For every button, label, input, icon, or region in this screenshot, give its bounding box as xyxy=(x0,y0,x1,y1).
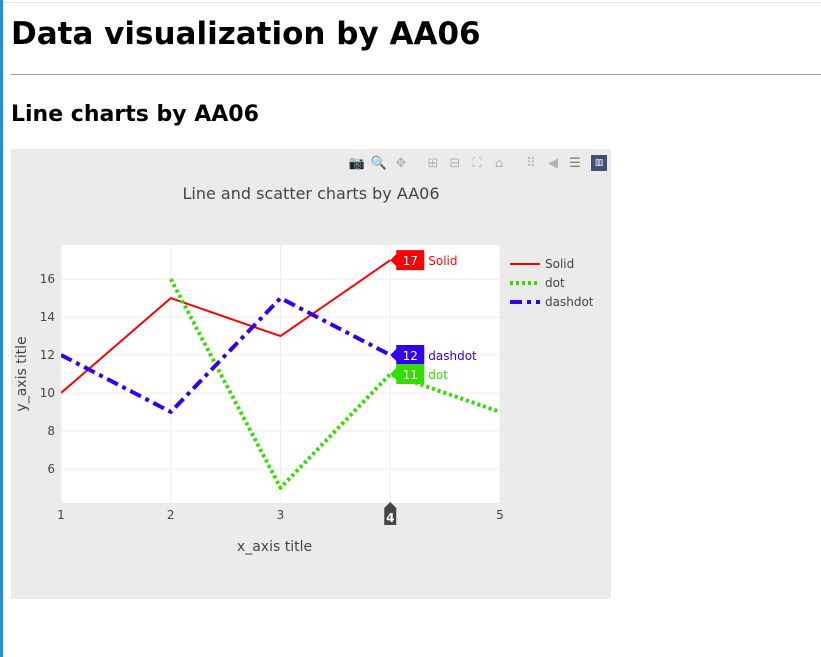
zoom-out-icon[interactable]: ⊟ xyxy=(449,155,461,171)
x-axis-title: x_axis title xyxy=(237,539,312,555)
window-left-edge xyxy=(0,0,3,657)
zoom-in-icon[interactable]: ⊞ xyxy=(427,155,439,171)
hover-name-dot: dot xyxy=(428,368,448,382)
reset-axes-icon[interactable]: ⌂ xyxy=(494,155,504,171)
hover-value-Solid: 17 xyxy=(403,254,418,268)
legend-label-Solid: Solid xyxy=(545,257,574,271)
hover-label-box-dashdot xyxy=(390,345,425,366)
legend-label-dot: dot xyxy=(545,276,565,290)
hover-x-label-box xyxy=(384,502,397,525)
hover-label-box-Solid xyxy=(390,250,425,271)
hover-x-label: 4 xyxy=(386,511,394,525)
hover-value-dot: 11 xyxy=(403,368,418,382)
hover-value-dashdot: 12 xyxy=(403,349,418,363)
hover-label-box-dot xyxy=(390,364,425,384)
zoom-icon[interactable]: 🔍 xyxy=(370,155,388,171)
y-tick-label: 16 xyxy=(40,272,55,286)
y-tick-label: 14 xyxy=(40,310,55,324)
y-tick-label: 12 xyxy=(40,348,55,362)
x-tick-label: 5 xyxy=(496,508,504,522)
series-line-dot xyxy=(169,278,500,490)
hover-name-Solid: Solid xyxy=(428,254,457,268)
x-tick-label: 2 xyxy=(167,508,175,522)
y-tick-label: 8 xyxy=(47,424,55,438)
plotly-logo-icon[interactable]: ▥ xyxy=(591,155,607,171)
section-title: Line charts by AA06 xyxy=(11,102,259,127)
spike-lines-icon[interactable]: ⠿ xyxy=(526,155,536,171)
window-top-border xyxy=(3,2,821,3)
page-title: Data visualization by AA06 xyxy=(11,16,481,52)
chart-title: Line and scatter charts by AA06 xyxy=(182,184,439,203)
plot-modebar: 📷 🔍 ✥ ⊞ ⊟ ⛶ ⌂ ⠿ ◀ ☰ ▥ xyxy=(345,152,607,174)
hover-name-dashdot: dashdot xyxy=(428,349,477,363)
camera-icon[interactable]: 📷 xyxy=(348,155,366,171)
plot-container[interactable]: Line and scatter charts by AA06 6 8 10 12 14 1… xyxy=(11,149,611,599)
pan-icon[interactable]: ✥ xyxy=(395,155,407,171)
hover-compare-icon[interactable]: ☰ xyxy=(569,155,581,171)
hover-closest-icon[interactable]: ◀ xyxy=(548,155,558,171)
heading-divider xyxy=(11,74,821,75)
legend-label-dashdot: dashdot xyxy=(545,295,594,309)
y-tick-label: 10 xyxy=(40,386,55,400)
autoscale-icon[interactable]: ⛶ xyxy=(472,155,482,171)
y-axis-title: y_axis title xyxy=(14,336,30,411)
x-tick-label: 1 xyxy=(57,508,65,522)
series-line-Solid xyxy=(61,259,391,394)
x-tick-label: 3 xyxy=(277,508,285,522)
y-tick-label: 6 xyxy=(47,462,55,476)
line-chart[interactable]: Line and scatter charts by AA06681012141… xyxy=(11,149,611,599)
series-line-dashdot xyxy=(61,296,392,414)
